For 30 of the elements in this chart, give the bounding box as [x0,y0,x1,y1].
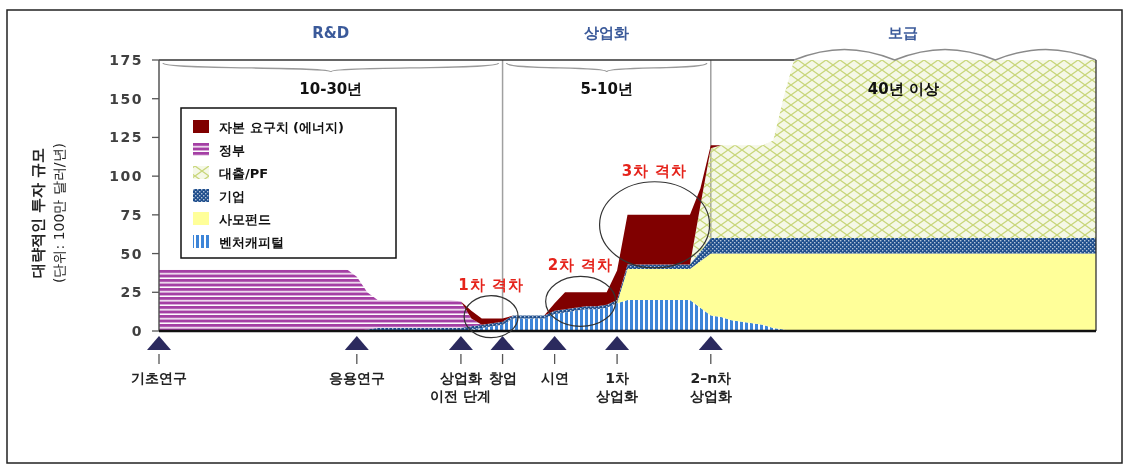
legend-label: 기업 [219,188,245,204]
annotation: 3차 격차 [621,161,688,180]
y-tick-label: 150 [109,90,143,107]
legend-label: 대출/PF [219,165,269,181]
x-tick-label: 창업 [488,370,517,386]
y-tick-label: 125 [109,129,143,146]
annotation: 1차 격차 [458,275,524,294]
y-axis-title: 대략적인 투자 규모 (단위: 100만 달러/년) [29,143,67,283]
text: 상업화 [584,24,630,42]
y-tick-label: 175 [109,52,143,68]
text: 보급 [888,24,919,42]
annotation: 10-30년 [299,80,363,98]
y-tick-label: 25 [120,284,143,301]
y-tick-label: 0 [131,323,143,339]
legend-label: 정부 [219,142,245,158]
x-tick-label: 2–n차 상업화 [689,370,732,404]
y-tick-label: 100 [109,168,143,185]
x-tick-label: 시연 [540,370,569,386]
annotation: 40년 이상 [867,80,939,98]
annotation: 5-10년 [580,80,633,98]
x-tick-label: 응용연구 [328,370,385,386]
text: R&D [312,24,350,42]
annotation: 2차 격차 [547,256,614,275]
x-tick-label: 기초연구 [131,370,187,386]
legend-label: 자본 요구치 (에너지) [219,119,344,135]
legend-label: 벤처캐피털 [219,234,284,250]
x-tick-label: 1차 상업화 [596,370,639,404]
y-tick-label: 50 [120,245,143,262]
legend-label: 사모펀드 [219,211,271,227]
y-tick-label: 75 [120,206,143,223]
